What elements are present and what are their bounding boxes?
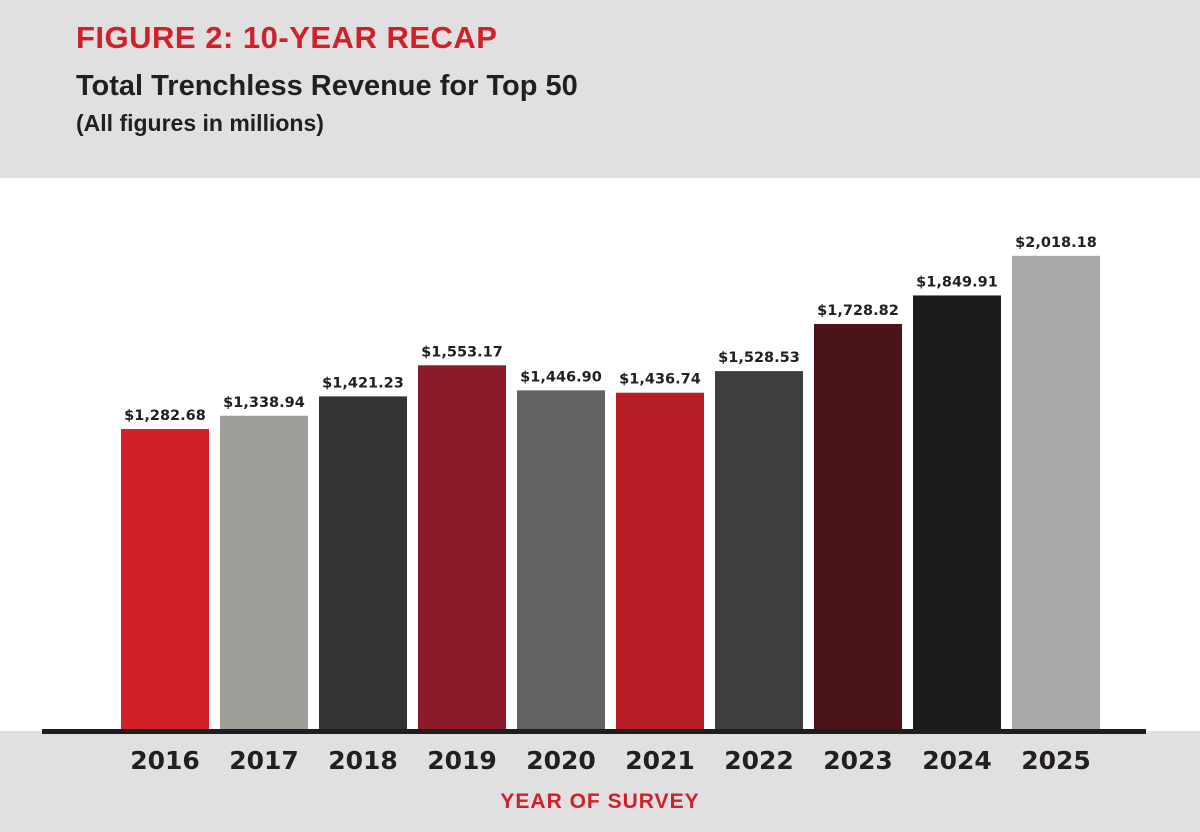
bar-2023 — [814, 323, 902, 731]
x-tick-2021: 2021 — [625, 746, 695, 775]
x-tick-2023: 2023 — [823, 746, 893, 775]
data-label-2024: $1,849.91 — [916, 274, 998, 290]
data-label-2022: $1,528.53 — [718, 350, 800, 366]
data-label-2018: $1,421.23 — [322, 375, 404, 391]
bar-2018 — [319, 396, 407, 731]
bar-2017 — [220, 415, 308, 731]
data-label-2016: $1,282.68 — [124, 408, 206, 424]
x-axis-label: YEAR OF SURVEY — [500, 790, 700, 813]
bar-2020 — [517, 390, 605, 731]
data-label-2025: $2,018.18 — [1015, 235, 1097, 251]
bar-2016 — [121, 429, 209, 731]
x-tick-2025: 2025 — [1021, 746, 1091, 775]
bar-2025 — [1012, 255, 1100, 731]
bar-2021 — [616, 392, 704, 731]
chart-title: Total Trenchless Revenue for Top 50 — [76, 70, 578, 102]
header-band: FIGURE 2: 10-YEAR RECAP Total Trenchless… — [0, 0, 1200, 178]
data-label-2021: $1,436.74 — [619, 372, 701, 388]
figure-label: FIGURE 2: 10-YEAR RECAP — [76, 20, 498, 55]
x-tick-2022: 2022 — [724, 746, 794, 775]
x-tick-2016: 2016 — [130, 746, 200, 775]
bar-2024 — [913, 295, 1001, 731]
data-label-2019: $1,553.17 — [421, 344, 503, 360]
x-axis-baseline — [42, 729, 1146, 734]
footer-band — [0, 731, 1200, 832]
bar-2019 — [418, 365, 506, 731]
data-label-2023: $1,728.82 — [817, 303, 899, 319]
data-label-2020: $1,446.90 — [520, 369, 602, 385]
bar-2022 — [715, 371, 803, 731]
x-tick-2018: 2018 — [328, 746, 398, 775]
x-tick-2019: 2019 — [427, 746, 497, 775]
x-tick-2024: 2024 — [922, 746, 992, 775]
chart-subtitle: (All figures in millions) — [76, 110, 324, 136]
x-tick-2017: 2017 — [229, 746, 299, 775]
data-label-2017: $1,338.94 — [223, 395, 305, 411]
x-tick-2020: 2020 — [526, 746, 596, 775]
